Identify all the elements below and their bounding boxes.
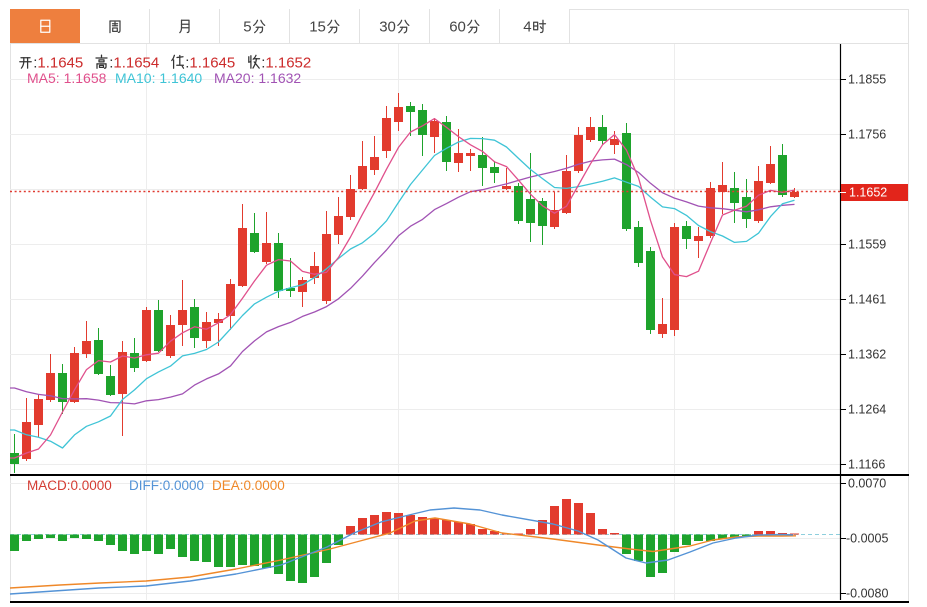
svg-text:MA5: 1.1658: MA5: 1.1658 bbox=[27, 70, 107, 86]
svg-text:DEA:0.0000: DEA:0.0000 bbox=[212, 478, 285, 493]
svg-text:60: 60 bbox=[449, 19, 466, 36]
svg-text::1.1654: :1.1654 bbox=[109, 55, 159, 72]
svg-text:-0.0005: -0.0005 bbox=[846, 532, 888, 546]
svg-text:1.1362: 1.1362 bbox=[848, 348, 886, 362]
svg-text:1.1855: 1.1855 bbox=[848, 73, 886, 87]
svg-text:-0.0080: -0.0080 bbox=[846, 587, 888, 601]
svg-text:MA10: 1.1640: MA10: 1.1640 bbox=[115, 70, 202, 86]
svg-text:4: 4 bbox=[523, 19, 531, 36]
svg-text:MACD:0.0000: MACD:0.0000 bbox=[27, 478, 112, 493]
svg-text::1.1652: :1.1652 bbox=[261, 55, 311, 72]
svg-text::1.1645: :1.1645 bbox=[33, 55, 83, 72]
svg-text:1.1559: 1.1559 bbox=[848, 238, 886, 252]
svg-text:30: 30 bbox=[379, 19, 396, 36]
svg-text:1.1652: 1.1652 bbox=[849, 186, 887, 200]
svg-text:1.1756: 1.1756 bbox=[848, 128, 886, 142]
svg-text:DIFF:0.0000: DIFF:0.0000 bbox=[129, 478, 204, 493]
svg-text:1.1166: 1.1166 bbox=[848, 458, 885, 472]
svg-text:0.0070: 0.0070 bbox=[848, 477, 886, 491]
svg-text:15: 15 bbox=[309, 19, 326, 36]
svg-text:MA20: 1.1632: MA20: 1.1632 bbox=[214, 70, 301, 86]
svg-text::1.1645: :1.1645 bbox=[185, 55, 235, 72]
svg-text:1.1264: 1.1264 bbox=[848, 403, 886, 417]
svg-text:1.1461: 1.1461 bbox=[848, 293, 886, 307]
svg-text:5: 5 bbox=[243, 19, 251, 36]
